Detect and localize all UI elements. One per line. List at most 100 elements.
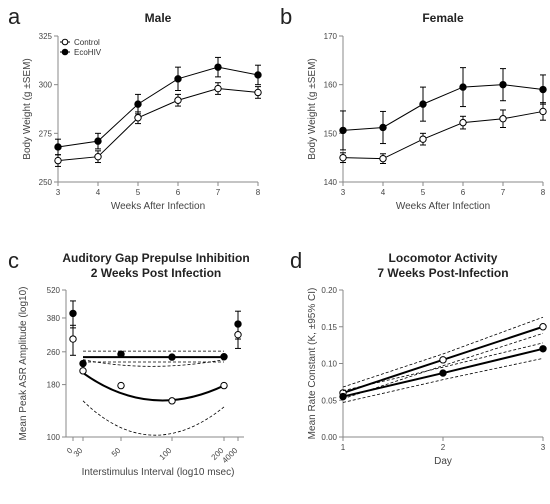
data-point — [54, 156, 62, 165]
x-tick-label: 4 — [96, 188, 101, 197]
legend-label: Control — [74, 38, 100, 47]
x-tick-label: 0 — [65, 446, 75, 456]
y-tick-label: 250 — [39, 178, 53, 187]
y-tick-label: 300 — [39, 81, 53, 90]
data-point — [220, 353, 228, 361]
panel-letter-a: a — [8, 4, 21, 29]
x-tick-label: 3 — [56, 188, 61, 197]
data-point — [339, 392, 347, 401]
y-tick-label: 0.20 — [321, 286, 337, 295]
x-tick-label: 2 — [441, 443, 446, 452]
data-point — [174, 75, 182, 83]
data-point — [499, 80, 507, 89]
legend-marker — [61, 38, 69, 46]
data-point — [79, 359, 87, 368]
ci-line — [342, 342, 544, 392]
data-point — [254, 88, 262, 97]
data-point — [254, 71, 262, 79]
y-tick-label: 380 — [47, 314, 61, 323]
data-point — [499, 115, 507, 123]
legend-label: EcoHIV — [74, 48, 102, 57]
panel-letter-c: c — [8, 248, 19, 273]
data-point — [168, 397, 176, 405]
x-tick-label: 8 — [256, 188, 261, 197]
chart-title: Male — [145, 11, 172, 25]
series-line — [342, 110, 544, 160]
x-tick-label: 3 — [341, 188, 346, 197]
ci-curve — [82, 359, 225, 367]
chart-subtitle: 7 Weeks Post-Infection — [377, 266, 508, 280]
x-tick-label: 100 — [158, 446, 174, 462]
data-point — [214, 63, 222, 71]
chart-title: Female — [422, 11, 464, 25]
chart-title: Auditory Gap Prepulse Inhibition — [62, 251, 249, 265]
x-axis-label: Day — [434, 456, 452, 467]
data-point — [168, 353, 176, 361]
x-tick-label: 6 — [461, 188, 466, 197]
panel-b-female: Female 140 150 160 170 3 4 5 6 7 8 Weeks After Infe… — [307, 11, 547, 212]
y-axis-label: Body Weight (g ±SEM) — [22, 58, 33, 159]
y-tick-label: 0.15 — [321, 323, 337, 332]
data-point — [94, 137, 102, 145]
y-tick-label: 140 — [324, 178, 338, 187]
chart-subtitle: 2 Weeks Post Infection — [91, 266, 221, 280]
data-point — [94, 152, 102, 161]
x-tick-label: 30 — [72, 446, 85, 459]
y-tick-label: 0.10 — [321, 360, 337, 369]
y-tick-label: 100 — [47, 433, 61, 442]
legend-marker — [61, 48, 69, 56]
x-tick-label: 4000 — [220, 446, 239, 465]
y-tick-label: 325 — [39, 32, 53, 41]
y-tick-label: 150 — [324, 129, 338, 138]
data-point — [539, 85, 547, 94]
series-line — [57, 88, 259, 162]
y-tick-label: 170 — [324, 32, 338, 41]
data-point — [79, 367, 87, 375]
data-point — [459, 83, 467, 91]
data-point — [539, 345, 547, 353]
x-axis-label: Interstimulus Interval (log10 msec) — [82, 467, 235, 478]
data-point — [220, 381, 228, 390]
fit-curve — [82, 372, 225, 402]
data-point — [539, 107, 547, 116]
data-point — [439, 356, 447, 364]
data-point — [174, 96, 182, 104]
data-point — [439, 369, 447, 377]
y-axis-label: Mean Rate Constant (K, ±95% CI) — [307, 288, 318, 440]
x-tick-label: 1 — [341, 443, 346, 452]
y-tick-label: 260 — [47, 348, 61, 357]
data-point — [214, 84, 222, 93]
data-point — [339, 126, 347, 135]
y-tick-label: 0.00 — [321, 433, 337, 442]
x-tick-label: 7 — [501, 188, 506, 197]
y-axis-label: Mean Peak ASR Amplitude (log10) — [18, 287, 29, 441]
chart-title: Locomotor Activity — [389, 251, 498, 265]
x-tick-label: 7 — [216, 188, 221, 197]
x-tick-label: 5 — [421, 188, 426, 197]
data-point — [69, 335, 77, 343]
data-point — [117, 350, 125, 358]
data-point — [539, 323, 547, 331]
data-point — [459, 118, 467, 127]
data-point — [54, 143, 62, 151]
ci-line — [342, 316, 544, 388]
data-point — [419, 100, 427, 108]
data-point — [69, 309, 77, 318]
y-tick-label: 160 — [324, 81, 338, 90]
data-point — [234, 330, 242, 339]
data-point — [419, 135, 427, 143]
data-point — [339, 153, 347, 162]
y-tick-label: 520 — [47, 286, 61, 295]
x-tick-label: 4 — [381, 188, 386, 197]
panel-letter-b: b — [280, 4, 292, 29]
y-tick-label: 275 — [39, 129, 53, 138]
data-point — [117, 381, 125, 390]
x-tick-label: 8 — [541, 188, 546, 197]
x-axis-label: Weeks After Infection — [396, 201, 490, 212]
x-tick-label: 5 — [136, 188, 141, 197]
data-point — [134, 114, 142, 122]
series-line — [342, 84, 544, 131]
